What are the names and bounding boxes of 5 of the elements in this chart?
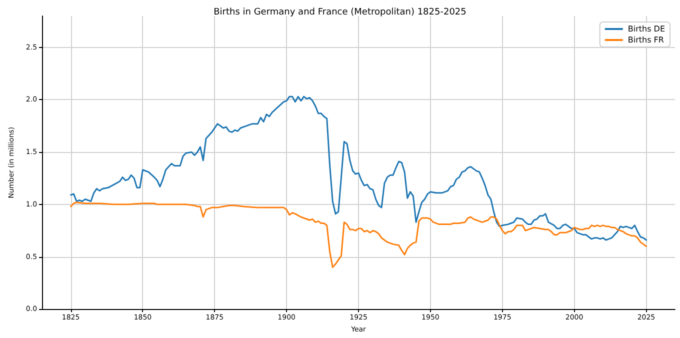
legend-label: Births FR	[628, 36, 664, 44]
legend-label: Births DE	[628, 24, 666, 34]
chart-title: Births in Germany and France (Metropolitan) 1825-2025	[214, 8, 466, 18]
line-series	[70, 202, 647, 268]
line-series	[70, 96, 647, 241]
